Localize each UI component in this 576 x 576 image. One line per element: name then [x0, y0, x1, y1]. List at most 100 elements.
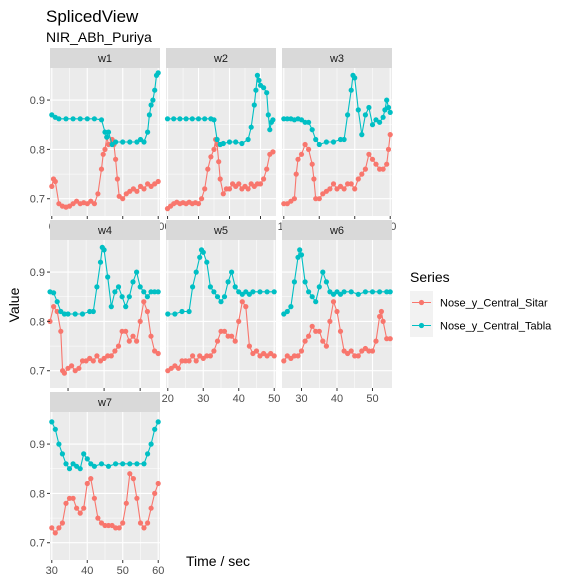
data-point — [69, 363, 75, 369]
data-point — [387, 336, 393, 342]
facet-strip-label: w5 — [213, 225, 228, 237]
y-tick-label: 0.7 — [30, 194, 45, 206]
data-point — [197, 254, 203, 260]
data-point — [355, 291, 361, 297]
data-point — [74, 505, 80, 511]
data-point — [72, 311, 78, 317]
legend-title: Series — [410, 269, 450, 285]
data-point — [232, 338, 238, 344]
data-point — [298, 151, 305, 157]
data-point — [146, 112, 152, 118]
data-point — [108, 353, 114, 359]
data-point — [119, 294, 125, 300]
data-point — [54, 299, 60, 305]
data-point — [105, 463, 112, 469]
data-point — [250, 289, 256, 295]
data-point — [95, 191, 101, 197]
data-point — [239, 299, 245, 305]
data-point — [137, 520, 144, 526]
data-point — [79, 358, 86, 364]
y-tick-label: 0.8 — [30, 144, 45, 156]
data-point — [211, 117, 217, 123]
data-point — [171, 116, 177, 122]
data-point — [352, 75, 358, 81]
data-point — [152, 87, 158, 93]
data-point — [98, 117, 105, 123]
data-point — [155, 419, 161, 425]
x-axis-title: Time / sec — [186, 553, 250, 569]
data-point — [155, 178, 161, 185]
data-point — [84, 480, 90, 487]
data-point — [130, 333, 136, 339]
data-point — [264, 166, 270, 172]
data-point — [225, 279, 231, 285]
data-point — [341, 136, 347, 143]
data-point — [61, 370, 67, 376]
data-point — [233, 139, 239, 145]
data-point — [179, 308, 185, 315]
data-point — [316, 196, 322, 202]
data-point — [293, 171, 299, 177]
data-point — [380, 166, 386, 172]
data-point — [313, 328, 319, 334]
data-point — [298, 252, 305, 258]
data-point — [195, 201, 202, 207]
facet-strip-label: w1 — [97, 53, 112, 65]
data-point — [200, 249, 206, 255]
data-point — [123, 328, 129, 334]
data-point — [220, 140, 226, 147]
data-point — [137, 284, 143, 290]
data-point — [302, 338, 308, 344]
data-point — [77, 466, 83, 472]
data-point — [348, 348, 354, 354]
data-point — [271, 353, 277, 359]
data-point — [264, 90, 270, 96]
data-point — [320, 269, 326, 275]
data-point — [217, 176, 223, 182]
data-point — [100, 151, 106, 157]
data-point — [56, 525, 62, 531]
data-point — [387, 132, 393, 138]
data-point — [254, 72, 260, 78]
data-point — [256, 77, 262, 83]
data-point — [214, 338, 221, 344]
data-point — [81, 505, 87, 511]
data-point — [309, 323, 315, 329]
data-point — [120, 520, 126, 526]
data-point — [377, 119, 383, 125]
data-point — [359, 132, 365, 138]
data-point — [348, 181, 354, 187]
data-point — [214, 294, 221, 300]
data-point — [261, 176, 267, 182]
data-point — [115, 284, 122, 290]
data-point — [150, 97, 156, 103]
facet-panel-w4: w40.70.80.9203040 — [30, 220, 161, 405]
data-point — [148, 289, 154, 295]
facet-panel-w6: w6 30 40 50 — [281, 220, 393, 405]
data-point — [204, 259, 210, 265]
data-point — [323, 139, 329, 145]
data-point — [284, 308, 290, 315]
data-point — [316, 284, 322, 290]
data-point — [190, 284, 196, 290]
data-point — [63, 500, 69, 506]
data-point — [236, 181, 242, 187]
data-point — [245, 136, 251, 143]
data-point — [104, 134, 110, 140]
x-tick-label: 20 — [162, 393, 174, 405]
data-point — [127, 461, 133, 467]
legend-key-point — [418, 322, 425, 329]
data-point — [236, 318, 242, 324]
data-point — [56, 116, 62, 122]
data-point — [98, 461, 105, 467]
data-point — [193, 358, 199, 364]
x-tick-label: 50 — [366, 393, 378, 405]
data-point — [77, 510, 83, 516]
data-point — [148, 333, 154, 339]
x-tick-label: 40 — [81, 565, 93, 576]
data-point — [337, 136, 344, 143]
data-point — [102, 146, 108, 152]
data-point — [127, 139, 133, 145]
data-point — [229, 333, 235, 339]
